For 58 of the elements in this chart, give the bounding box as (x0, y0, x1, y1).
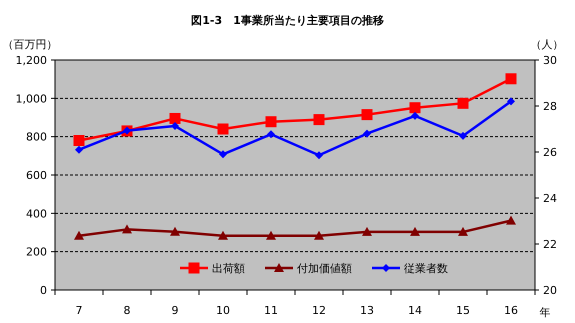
y2-tick-label: 22 (543, 238, 557, 251)
point (362, 109, 372, 120)
point (74, 230, 84, 240)
point (75, 146, 83, 154)
y-axis-title: （百万円） (2, 38, 58, 51)
x-tick-label: 10 (216, 304, 230, 317)
x-tick-label: 14 (408, 304, 422, 317)
point (218, 124, 228, 134)
x-tick-label: 8 (124, 304, 130, 317)
x-axis-title: 年 (540, 306, 550, 319)
x-tick-label: 11 (264, 304, 278, 317)
legend-label: 出荷額 (212, 262, 245, 275)
point (410, 102, 420, 114)
x-tick-label: 12 (312, 304, 326, 317)
y2-axis-title: （人） (530, 38, 564, 51)
point (266, 116, 276, 128)
point (266, 230, 276, 240)
point (74, 135, 84, 146)
point (171, 122, 179, 130)
y2-tick-label: 30 (543, 54, 557, 67)
point (458, 226, 468, 236)
point (314, 114, 324, 126)
point (411, 112, 419, 120)
y-tick-label: 800 (26, 130, 47, 144)
point (267, 130, 275, 138)
y-tick-label: 200 (26, 246, 47, 259)
y2-tick-label: 24 (543, 192, 557, 205)
point (314, 230, 324, 240)
y-tick-label: 600 (26, 169, 47, 182)
point (410, 226, 420, 236)
point (507, 97, 515, 106)
point (506, 216, 516, 225)
point (458, 98, 468, 109)
point (315, 151, 323, 160)
y2-tick-label: 26 (543, 146, 557, 159)
y-tick-label: 400 (26, 207, 47, 220)
legend-label: 従業者数 (404, 262, 448, 275)
x-tick-label: 7 (76, 304, 82, 317)
point (362, 226, 372, 236)
x-tick-label: 16 (504, 304, 518, 317)
y-tick-label: 1,000 (16, 92, 47, 106)
chart-title: 図1-3 1事業所当たり主要項目の推移 (191, 14, 384, 27)
point (219, 150, 227, 158)
x-tick-label: 9 (172, 304, 178, 317)
point (170, 112, 180, 124)
point (218, 230, 228, 240)
y-tick-label: 0 (40, 284, 47, 297)
legend-label: 付加価値額 (297, 262, 352, 275)
point (122, 224, 132, 234)
y2-tick-label: 28 (543, 100, 557, 113)
point (170, 226, 180, 236)
y-tick-label: 1,200 (16, 54, 47, 67)
x-tick-label: 13 (360, 304, 374, 317)
x-tick-label: 15 (456, 304, 470, 317)
point (363, 130, 371, 138)
y2-tick-label: 20 (543, 284, 557, 297)
point (506, 73, 516, 84)
point (459, 132, 467, 140)
